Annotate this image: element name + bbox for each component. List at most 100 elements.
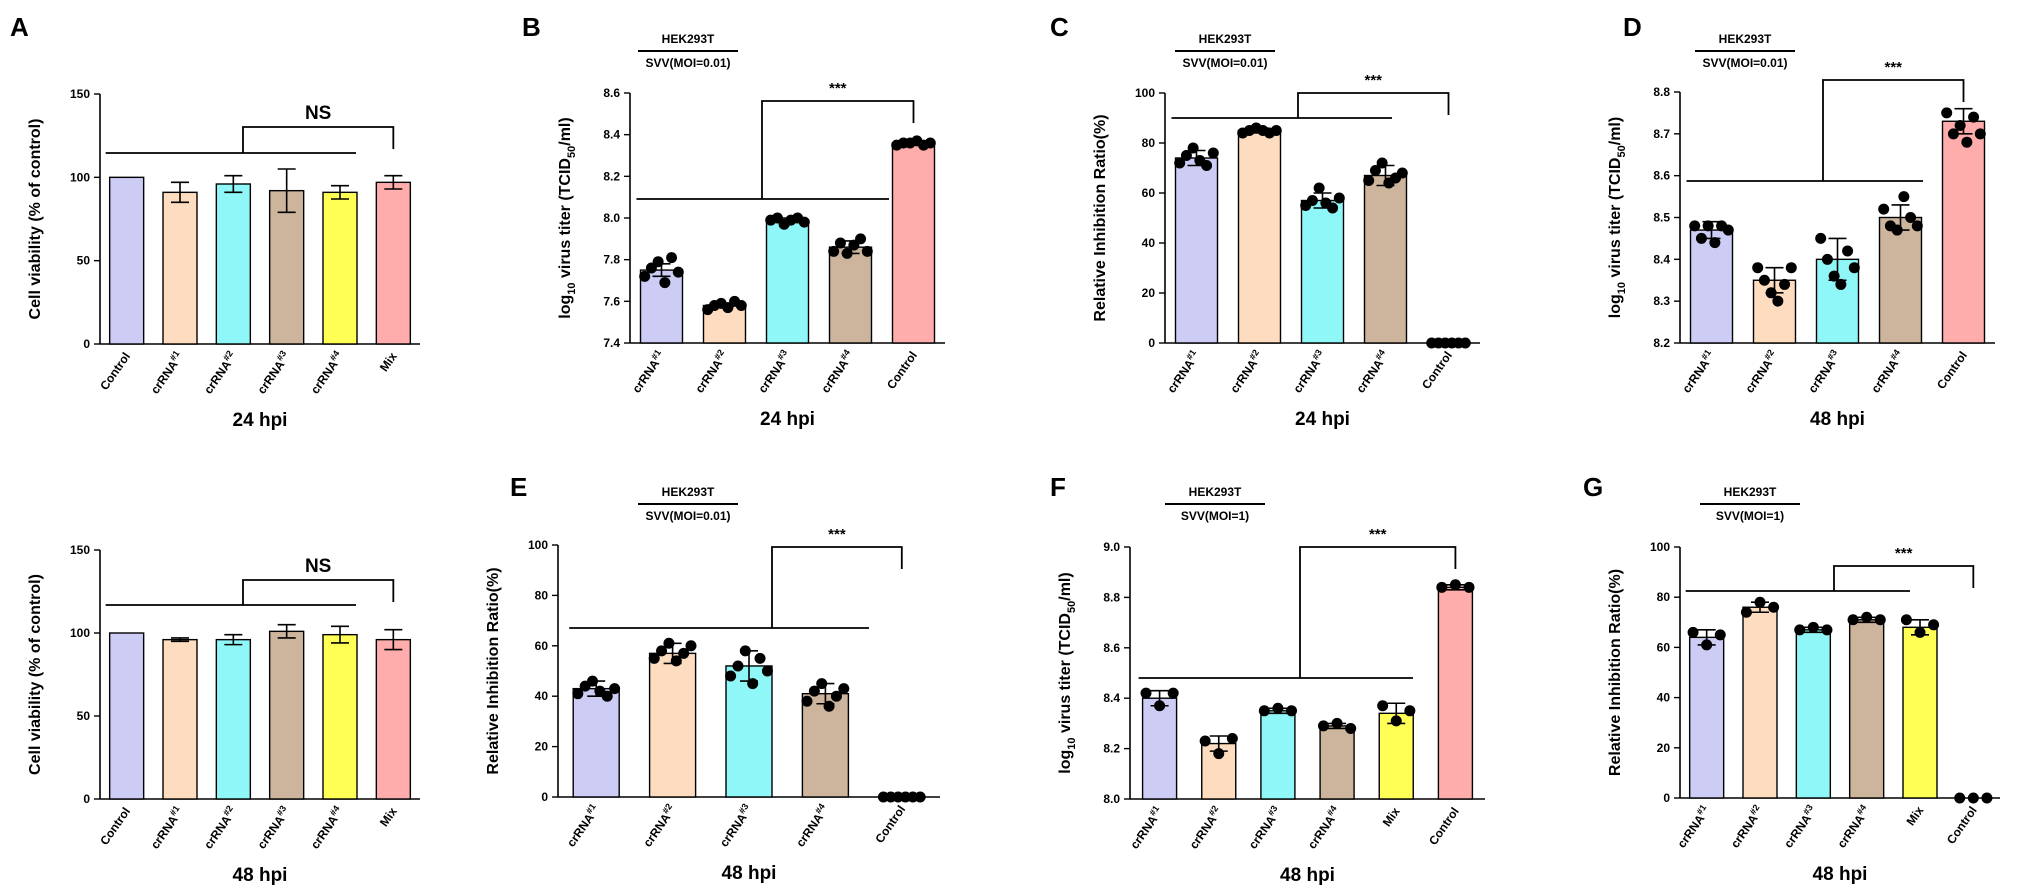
bar	[215, 638, 252, 800]
panel-D: D HEK293T SVV(MOI=0.01) 8.2 8.3 8.4 8.5 8.6 8.7 8…	[1607, 12, 1995, 430]
y-tick-label: 20	[1657, 741, 1671, 755]
data-point	[1207, 147, 1219, 159]
x-tick-label: crRNA#4	[1833, 803, 1873, 851]
data-point	[1199, 735, 1211, 747]
infection-label: SVV(MOI=0.01)	[645, 56, 730, 70]
x-tick-label: crRNA#2	[1226, 348, 1266, 396]
data-point	[1187, 142, 1199, 154]
x-tick-label: Mix	[1380, 804, 1403, 829]
data-point	[1449, 579, 1461, 591]
data-point	[1842, 245, 1854, 257]
y-tick-label: 7.8	[603, 253, 620, 267]
infection-label: SVV(MOI=0.01)	[1702, 56, 1787, 70]
y-tick-label: 20	[1142, 286, 1156, 300]
data-point	[1815, 232, 1827, 244]
bar	[1260, 710, 1296, 800]
x-axis-label: 48 hpi	[1810, 409, 1865, 430]
y-tick-label: 8.4	[1103, 691, 1120, 705]
x-tick-label: Control	[97, 350, 133, 393]
data-point	[1847, 614, 1859, 626]
data-point	[1436, 581, 1448, 593]
infection-label: SVV(MOI=1)	[1181, 509, 1249, 523]
data-point	[1947, 128, 1959, 140]
x-tick-label: Mix	[377, 349, 400, 374]
x-tick-label: Control	[1934, 349, 1970, 392]
x-tick-label: crRNA#4	[1303, 804, 1343, 852]
data-point	[1702, 220, 1714, 232]
data-point	[841, 247, 853, 259]
bar	[162, 191, 198, 345]
data-point	[1213, 748, 1225, 760]
bar	[639, 269, 684, 344]
data-point	[761, 665, 773, 677]
data-point	[1140, 687, 1152, 699]
y-tick-label: 100	[1650, 540, 1670, 554]
x-tick-label: crRNA#4	[792, 802, 832, 850]
y-tick-label: 80	[1142, 136, 1156, 150]
data-point	[1363, 175, 1375, 186]
data-point	[1821, 253, 1833, 265]
data-point	[1768, 601, 1780, 613]
y-tick-label: 8.6	[1653, 169, 1670, 183]
data-point	[830, 690, 842, 702]
data-point	[609, 683, 621, 695]
data-point	[828, 245, 840, 257]
y-tick-label: 8.4	[1653, 252, 1670, 266]
data-point	[924, 137, 936, 149]
x-axis-label: 48 hpi	[722, 863, 777, 884]
data-point	[1333, 192, 1345, 204]
x-tick-label: crRNA#3	[715, 802, 755, 850]
data-point	[834, 237, 846, 249]
data-point	[823, 700, 835, 712]
bar	[1848, 619, 1885, 799]
data-point	[1807, 621, 1819, 633]
data-point	[732, 660, 744, 672]
bar	[108, 176, 145, 345]
x-tick-label: Control	[884, 349, 920, 392]
cell-line-label: HEK293T	[1724, 485, 1777, 499]
bar	[375, 638, 412, 800]
x-tick-label: Control	[872, 803, 908, 846]
data-point	[1709, 237, 1721, 249]
bar	[572, 687, 620, 798]
y-axis-label: Cell viability (% of control)	[27, 574, 44, 775]
cell-line-label: HEK293T	[1199, 32, 1252, 46]
bar	[1688, 636, 1725, 799]
infection-label: SVV(MOI=1)	[1716, 509, 1784, 523]
data-point	[747, 678, 759, 690]
significance-label: NS	[305, 556, 331, 577]
data-point	[1968, 111, 1980, 123]
y-tick-label: 100	[1135, 86, 1155, 100]
y-axis-label: log10 virus titer (TCID50/ml)	[1057, 572, 1078, 773]
data-point	[666, 252, 678, 264]
y-tick-label: 7.6	[603, 294, 620, 308]
data-point	[1941, 107, 1953, 119]
data-point	[1180, 150, 1192, 161]
y-tick-label: 50	[77, 254, 91, 268]
data-point	[1327, 202, 1339, 214]
data-point	[1848, 262, 1860, 274]
data-point	[1878, 203, 1890, 215]
x-tick-label: crRNA#1	[628, 348, 668, 396]
bar	[1319, 725, 1355, 800]
data-point	[855, 233, 867, 245]
data-point	[1928, 619, 1940, 631]
data-point	[1396, 167, 1408, 179]
significance-bracket	[1297, 92, 1450, 118]
x-tick-label: crRNA#3	[1244, 804, 1284, 852]
y-tick-label: 8.6	[603, 86, 620, 100]
data-point	[1891, 224, 1903, 236]
data-point	[648, 652, 660, 664]
data-point	[1270, 125, 1282, 136]
y-tick-label: 8.4	[603, 128, 620, 142]
data-point	[1714, 629, 1726, 641]
data-point	[1740, 606, 1752, 618]
y-tick-label: 150	[70, 543, 90, 557]
significance-label: ***	[829, 80, 847, 97]
data-point	[601, 690, 613, 702]
significance-bracket	[1833, 565, 1975, 591]
x-tick-label: Mix	[1904, 803, 1927, 828]
data-point	[1258, 705, 1270, 717]
x-tick-label: crRNA#3	[1289, 348, 1329, 396]
